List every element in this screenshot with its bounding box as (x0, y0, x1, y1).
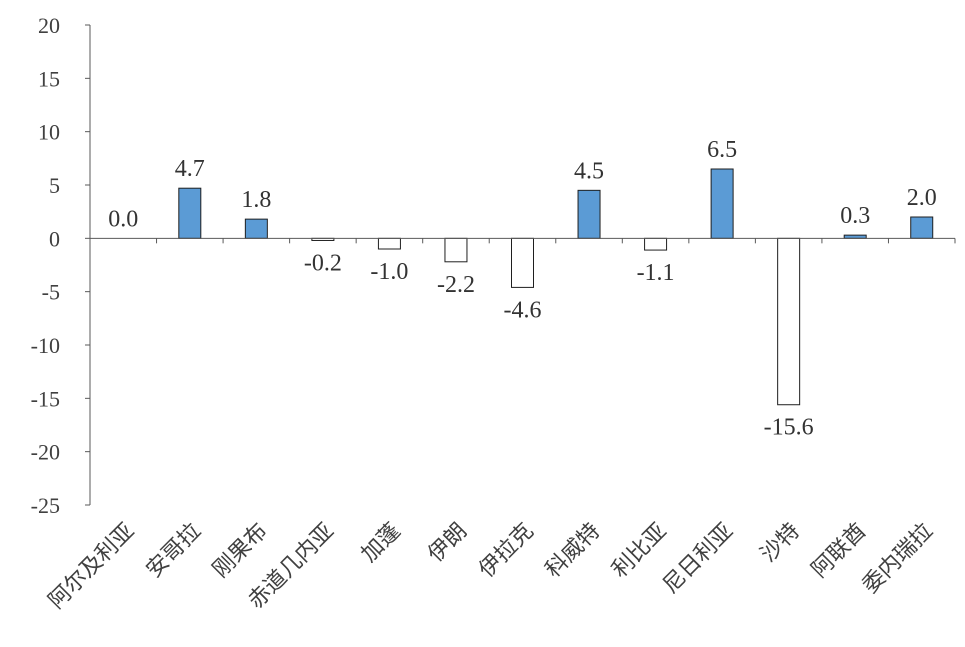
y-tick-label: 15 (38, 66, 60, 91)
category-label: 科威特 (541, 519, 605, 583)
bar (910, 216, 934, 239)
data-label: 0.0 (108, 206, 138, 232)
y-tick-label: 20 (38, 13, 60, 38)
y-tick-label: -15 (31, 386, 60, 411)
bar (244, 218, 268, 239)
category-label: 沙特 (756, 519, 805, 568)
bar (178, 187, 202, 239)
data-label: -2.2 (437, 272, 475, 298)
data-label: 1.8 (241, 187, 271, 213)
y-tick-label: -20 (31, 440, 60, 465)
category-label: 刚果布 (208, 519, 272, 583)
category-label: 阿尔及利亚 (44, 519, 139, 614)
data-label: 4.5 (574, 158, 604, 184)
category-label: 委内瑞拉 (858, 519, 938, 599)
bar (777, 237, 801, 406)
bar (377, 237, 401, 250)
y-tick-label: 5 (49, 173, 60, 198)
y-tick-label: 10 (38, 120, 60, 145)
bars: 0.0 4.7 1.8 -0.2 -1.0 -2.2 -4.6 4.5 -1.1 6.5 -15.6… (108, 137, 936, 441)
data-label: 2.0 (907, 185, 937, 211)
y-axis: 20 15 10 5 0 -5 -10 -15 -20 -25 (31, 13, 91, 518)
category-label: 尼日利亚 (658, 519, 738, 599)
bar (644, 237, 668, 251)
y-tick-label: 0 (49, 226, 60, 251)
y-tick-label: -5 (42, 280, 60, 305)
category-label: 伊朗 (423, 519, 472, 568)
bar (444, 237, 468, 263)
data-label: -15.6 (764, 415, 814, 441)
category-label: 利比亚 (607, 519, 671, 583)
category-label: 阿联酋 (807, 519, 871, 583)
y-tick-label: -25 (31, 493, 60, 518)
data-label: -1.0 (370, 259, 408, 285)
data-label: -0.2 (304, 250, 342, 276)
bar (710, 168, 734, 239)
category-label: 安哥拉 (142, 519, 206, 583)
data-label: 4.7 (175, 156, 205, 182)
data-label: -4.6 (504, 297, 542, 323)
category-label: 伊拉克 (474, 519, 538, 583)
y-tick-label: -10 (31, 333, 60, 358)
data-label: 0.3 (840, 203, 870, 229)
bar (577, 189, 601, 239)
category-label: 加蓬 (357, 519, 406, 568)
data-label: 6.5 (707, 137, 737, 163)
bar (511, 237, 534, 288)
data-label: -1.1 (637, 260, 675, 286)
